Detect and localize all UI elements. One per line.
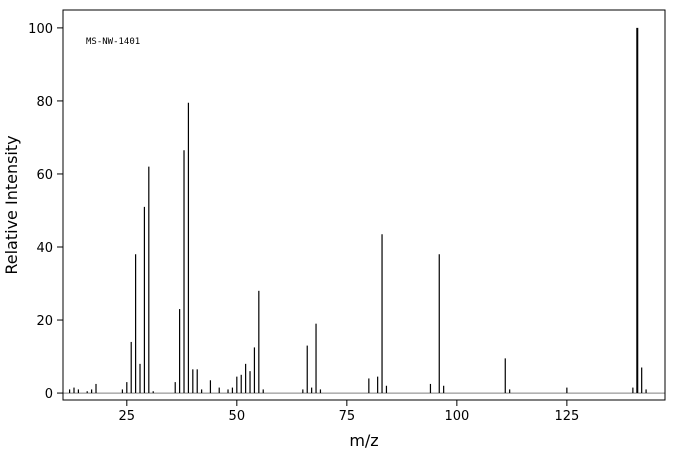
annotation: MS-NW-1401 (86, 37, 140, 47)
y-tick-label: 100 (28, 22, 53, 37)
x-tick-label: 50 (229, 409, 246, 424)
y-tick-label: 40 (36, 241, 53, 256)
x-tick-label: 125 (554, 409, 579, 424)
y-tick-label: 60 (36, 168, 53, 183)
x-axis-label: m/z (349, 431, 378, 450)
y-tick-label: 20 (36, 314, 53, 329)
plot-frame (62, 9, 666, 401)
x-tick-label: 100 (444, 409, 469, 424)
y-axis-label: Relative Intensity (2, 135, 21, 274)
y-tick-label: 80 (36, 95, 53, 110)
y-tick-label: 0 (45, 387, 53, 402)
x-tick-label: 25 (119, 409, 136, 424)
x-tick-label: 75 (339, 409, 356, 424)
